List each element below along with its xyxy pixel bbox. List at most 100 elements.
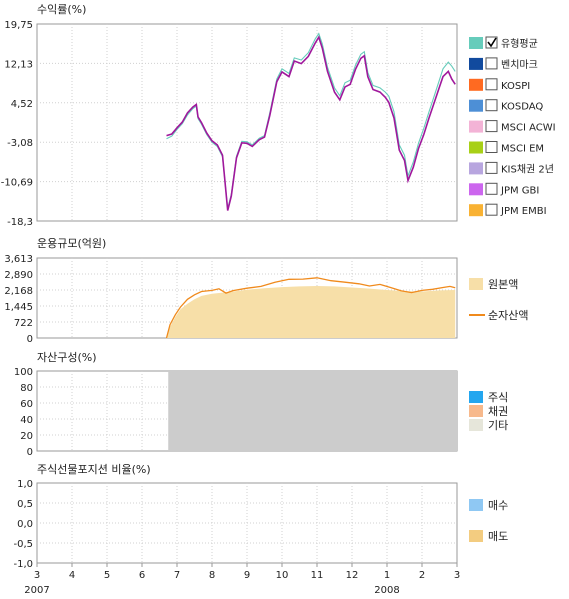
y-tick-label: 19,75 [4,20,33,31]
y-tick-label: 0 [27,334,33,345]
x-tick-label: 1 [384,570,390,581]
legend-item: MSCI ACWI [469,120,556,134]
line-net-assets [165,277,456,338]
legend-label: MSCI ACWI [501,123,556,134]
y-tick-label: 4,52 [11,99,33,110]
legend-item: KIS채권 2년 [469,161,554,175]
checkbox [485,36,498,49]
y-tick-label: -1,0 [13,559,33,570]
legend-swatch [469,391,483,403]
area-principal [166,286,456,338]
y-tick-label: 0,5 [17,499,33,510]
x-tick-label: 10 [276,570,289,581]
legend-item: 채권 [469,405,508,418]
legend-label: 채권 [488,405,508,418]
legend-item: 매수 [469,499,508,512]
x-tick-label: 3 [34,570,40,581]
legend-swatch [469,278,483,290]
x-tick-label: 6 [139,570,145,581]
checkbox [485,57,498,70]
legend-swatch [469,78,483,91]
x-tick-label: 4 [69,570,75,581]
legend-item: 매도 [469,530,508,543]
legend-swatch [469,57,483,70]
legend-label: JPM GBI [500,185,539,196]
legend-item: 유형평균 [469,36,538,50]
x-tick-label: 2 [419,570,425,581]
legend-swatch [469,419,483,431]
x-tick-label: 9 [244,570,250,581]
y-tick-label: -10,69 [1,178,33,189]
legend-label: 순자산액 [488,309,528,322]
y-tick-label: -18,3 [7,217,33,228]
legend-swatch [469,530,483,542]
legend-item: MSCI EM [469,141,544,155]
checkbox [485,161,498,174]
legend-swatch [469,141,483,154]
series-line-type-average [166,32,456,209]
legend-item: 원본액 [469,278,518,291]
panel-title: 수익률(%) [37,3,86,16]
checkbox [485,141,498,153]
legend-item: KOSPI [469,78,530,92]
y-tick-label: 2,168 [4,286,33,297]
checkbox [485,99,498,112]
panel-title: 자산구성(%) [37,351,97,364]
legend-item: 주식 [469,391,508,404]
y-tick-label: 20 [20,431,33,442]
legend-label: MSCI EM [501,144,544,155]
y-tick-label: 722 [14,318,33,329]
y-tick-label: 2,890 [4,270,33,281]
y-tick-label: -3,08 [7,138,33,149]
y-tick-label: 100 [14,367,33,378]
legend-label: 매도 [488,530,508,543]
y-tick-label: 12,13 [4,59,33,70]
legend-label: KIS채권 2년 [501,163,554,175]
area-other-assets [168,371,457,451]
x-tick-label: 7 [174,570,180,581]
x-tick-label: 12 [346,570,359,581]
panel-1: 수익률(%) 19,75 12,13 4,52 -3,08 -10,69 -18,3 유형평균… [1,3,556,228]
legend-item: 순자산액 [469,309,528,322]
legend-label: JPM EMBI [500,206,547,217]
x-tick-label: 11 [311,570,324,581]
series-line-fund [166,35,456,211]
x-tick-label: 8 [209,570,215,581]
y-tick-label: 1,0 [17,479,33,490]
y-tick-label: 40 [20,415,33,426]
legend-swatch [469,204,483,217]
legend-swatch [469,99,483,112]
legend-swatch [469,499,483,511]
y-tick-label: 60 [20,399,33,410]
x-tick-label: 5 [104,570,110,581]
checkbox-check-icon [487,37,497,48]
legend-swatch [469,183,483,196]
legend-label: 기타 [488,419,508,432]
checkbox [485,120,498,133]
legend-swatch [469,120,483,133]
legend-item: JPM GBI [469,182,539,196]
legend-swatch [469,37,483,49]
x-tick-label: 3 [454,570,460,581]
legend-label: 원본액 [488,278,518,291]
legend-label: 주식 [488,391,508,404]
checkbox [485,78,498,91]
panel-title: 운용규모(억원) [37,237,106,250]
y-tick-label: 3,613 [4,254,33,265]
legend-label: 벤치마크 [501,59,538,71]
checkbox [485,182,498,195]
x-year-label: 2008 [374,585,399,596]
legend-label: KOSPI [501,81,530,92]
y-tick-label: 0 [27,447,33,458]
plot-area [36,23,458,222]
legend-item: KOSDAQ [469,99,543,113]
legend-label: 매수 [488,499,508,512]
y-tick-label: 80 [20,383,33,394]
legend-swatch [469,162,483,175]
y-tick-label: -0,5 [13,539,33,550]
